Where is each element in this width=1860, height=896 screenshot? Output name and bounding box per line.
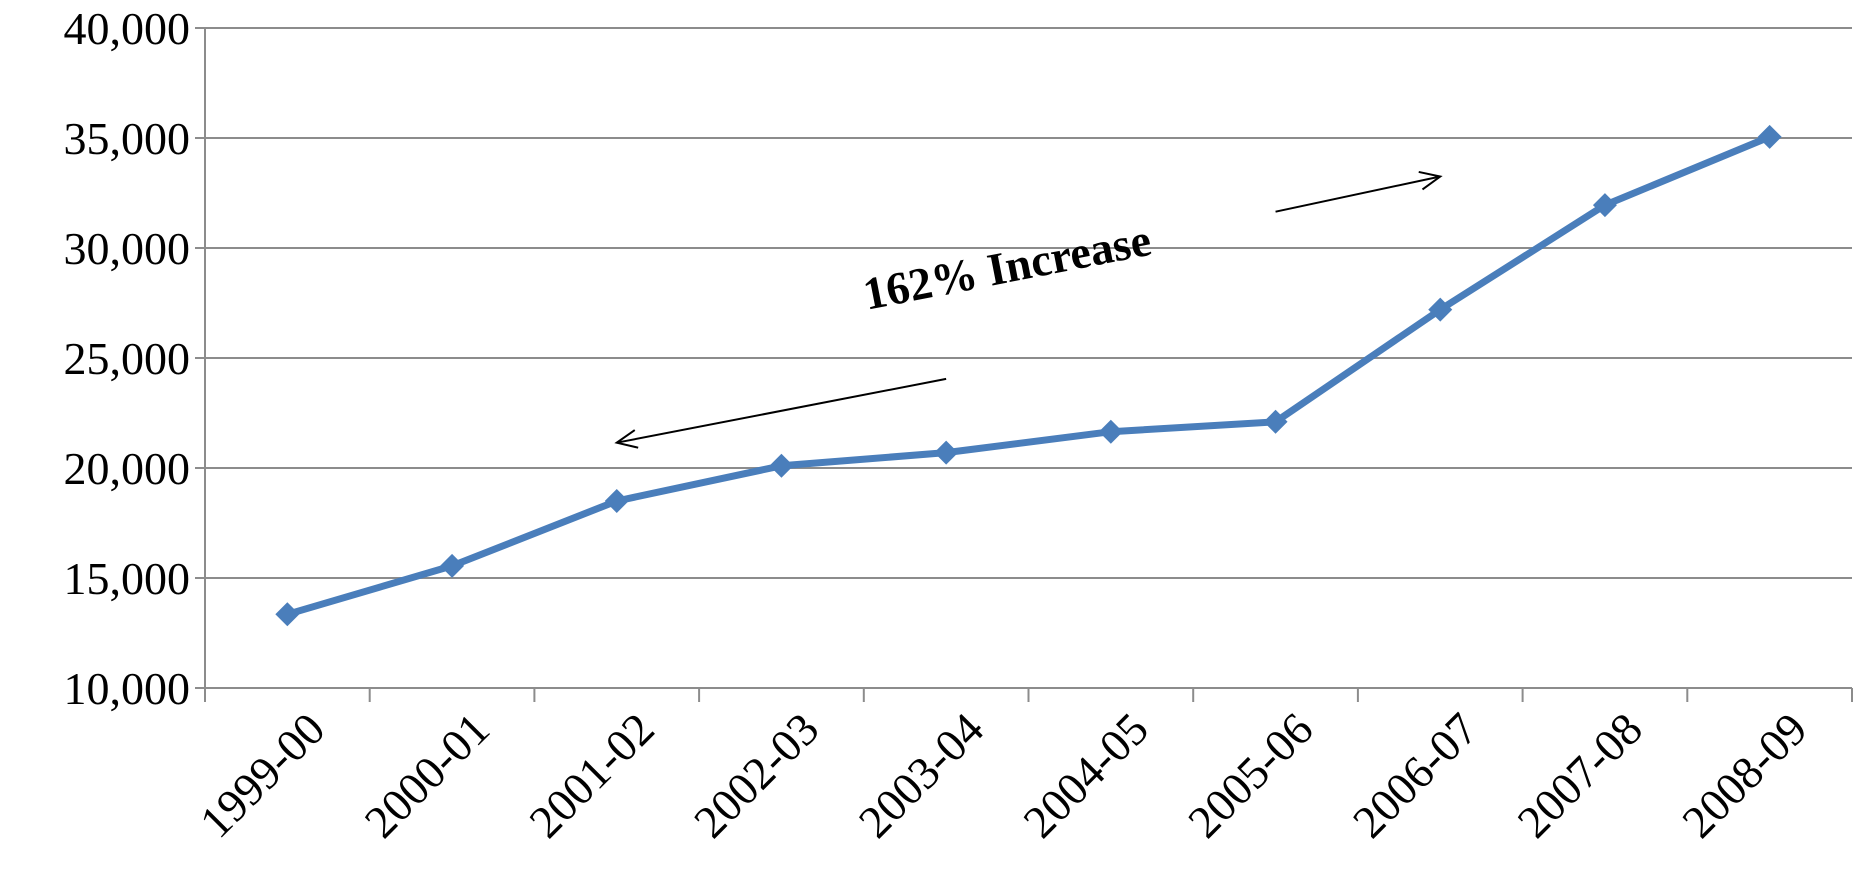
x-tick-label: 2006-07 xyxy=(1343,703,1487,847)
y-tick-label: 40,000 xyxy=(64,3,191,54)
data-point-marker xyxy=(934,440,959,465)
data-point-marker xyxy=(1757,124,1782,149)
data-point-marker xyxy=(440,553,465,578)
annotation: 162% Increase xyxy=(614,170,1443,449)
annotation-arrow-left-head xyxy=(614,429,639,449)
data-point-marker xyxy=(769,453,794,478)
y-tick-label: 25,000 xyxy=(64,333,191,384)
annotation-arrow-left xyxy=(616,377,947,444)
data-point-marker xyxy=(1098,419,1123,444)
y-tick-label: 35,000 xyxy=(64,113,191,164)
x-tick-label: 2008-09 xyxy=(1672,703,1816,847)
data-point-marker xyxy=(1428,297,1453,322)
series-line-path xyxy=(286,133,1771,618)
y-tick-labels: 10,000 15,000 20,000 25,000 30,000 35,000 40,0… xyxy=(64,3,191,714)
x-tick-label: 2000-01 xyxy=(355,703,499,847)
y-tick-label: 15,000 xyxy=(64,553,191,604)
x-tick-label: 2003-04 xyxy=(849,703,993,847)
series-markers xyxy=(275,124,1782,627)
x-tick-label: 2004-05 xyxy=(1013,703,1157,847)
annotation-arrow-right xyxy=(1275,175,1441,213)
y-tick-label: 10,000 xyxy=(64,663,191,714)
annotation-text: 162% Increase xyxy=(859,214,1155,320)
gridlines xyxy=(205,27,1852,579)
y-tick-label: 20,000 xyxy=(64,443,191,494)
x-tick-labels: 1999-00 2000-01 2001-02 2002-03 2003-04 2004-… xyxy=(190,703,1817,847)
axes xyxy=(195,27,1853,702)
x-tick-label: 2001-02 xyxy=(519,703,663,847)
x-tick-label: 2005-06 xyxy=(1178,703,1322,847)
data-point-marker xyxy=(1263,409,1288,434)
data-point-marker xyxy=(604,489,629,513)
series-line xyxy=(286,133,1771,618)
data-point-marker xyxy=(1592,193,1617,218)
x-tick-label: 2007-08 xyxy=(1508,703,1652,847)
x-tick-label: 2002-03 xyxy=(684,703,828,847)
x-tick-label: 1999-00 xyxy=(190,703,334,847)
data-point-marker xyxy=(275,602,300,627)
y-tick-label: 30,000 xyxy=(64,223,191,274)
annotation-arrow-right-head xyxy=(1418,170,1443,191)
